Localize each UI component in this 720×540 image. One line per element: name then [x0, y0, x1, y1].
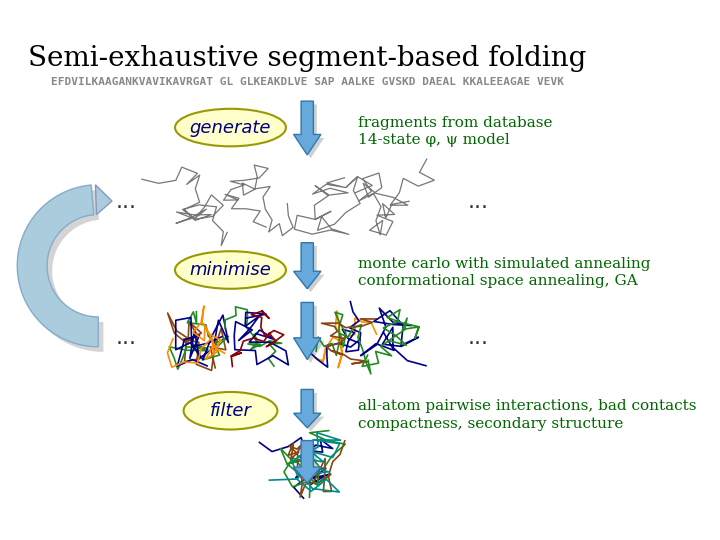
Text: ...: ...	[467, 328, 488, 348]
Polygon shape	[297, 246, 324, 292]
Text: all-atom pairwise interactions, bad contacts: all-atom pairwise interactions, bad cont…	[359, 400, 697, 414]
Text: ...: ...	[116, 328, 137, 348]
Text: 14-state φ, ψ model: 14-state φ, ψ model	[359, 133, 510, 147]
Text: monte carlo with simulated annealing: monte carlo with simulated annealing	[359, 257, 651, 271]
Text: ...: ...	[467, 192, 488, 212]
Polygon shape	[294, 302, 321, 360]
Polygon shape	[22, 190, 104, 352]
Text: ...: ...	[116, 192, 137, 212]
Polygon shape	[294, 441, 321, 483]
Polygon shape	[294, 389, 321, 428]
Text: compactness, secondary structure: compactness, secondary structure	[359, 416, 624, 430]
Text: EFDVILKAAGANKVAVIKAVRGAT GL GLKEAKDLVE SAP AALKE GVSKD DAEAL KKALEEAGAE VEVK: EFDVILKAAGANKVAVIKAVRGAT GL GLKEAKDLVE S…	[50, 77, 564, 87]
Text: minimise: minimise	[189, 261, 271, 279]
Ellipse shape	[175, 251, 286, 289]
Polygon shape	[96, 185, 112, 214]
Polygon shape	[297, 105, 324, 158]
Text: Semi-exhaustive segment-based folding: Semi-exhaustive segment-based folding	[28, 45, 586, 72]
Polygon shape	[297, 306, 324, 363]
Polygon shape	[294, 101, 321, 155]
Ellipse shape	[184, 392, 277, 429]
Text: generate: generate	[190, 119, 271, 137]
Polygon shape	[297, 393, 324, 431]
Ellipse shape	[175, 109, 286, 146]
Text: conformational space annealing, GA: conformational space annealing, GA	[359, 274, 638, 288]
Polygon shape	[297, 444, 324, 487]
Text: fragments from database: fragments from database	[359, 116, 553, 130]
Text: filter: filter	[210, 402, 251, 420]
Polygon shape	[17, 185, 98, 347]
Polygon shape	[294, 242, 321, 289]
